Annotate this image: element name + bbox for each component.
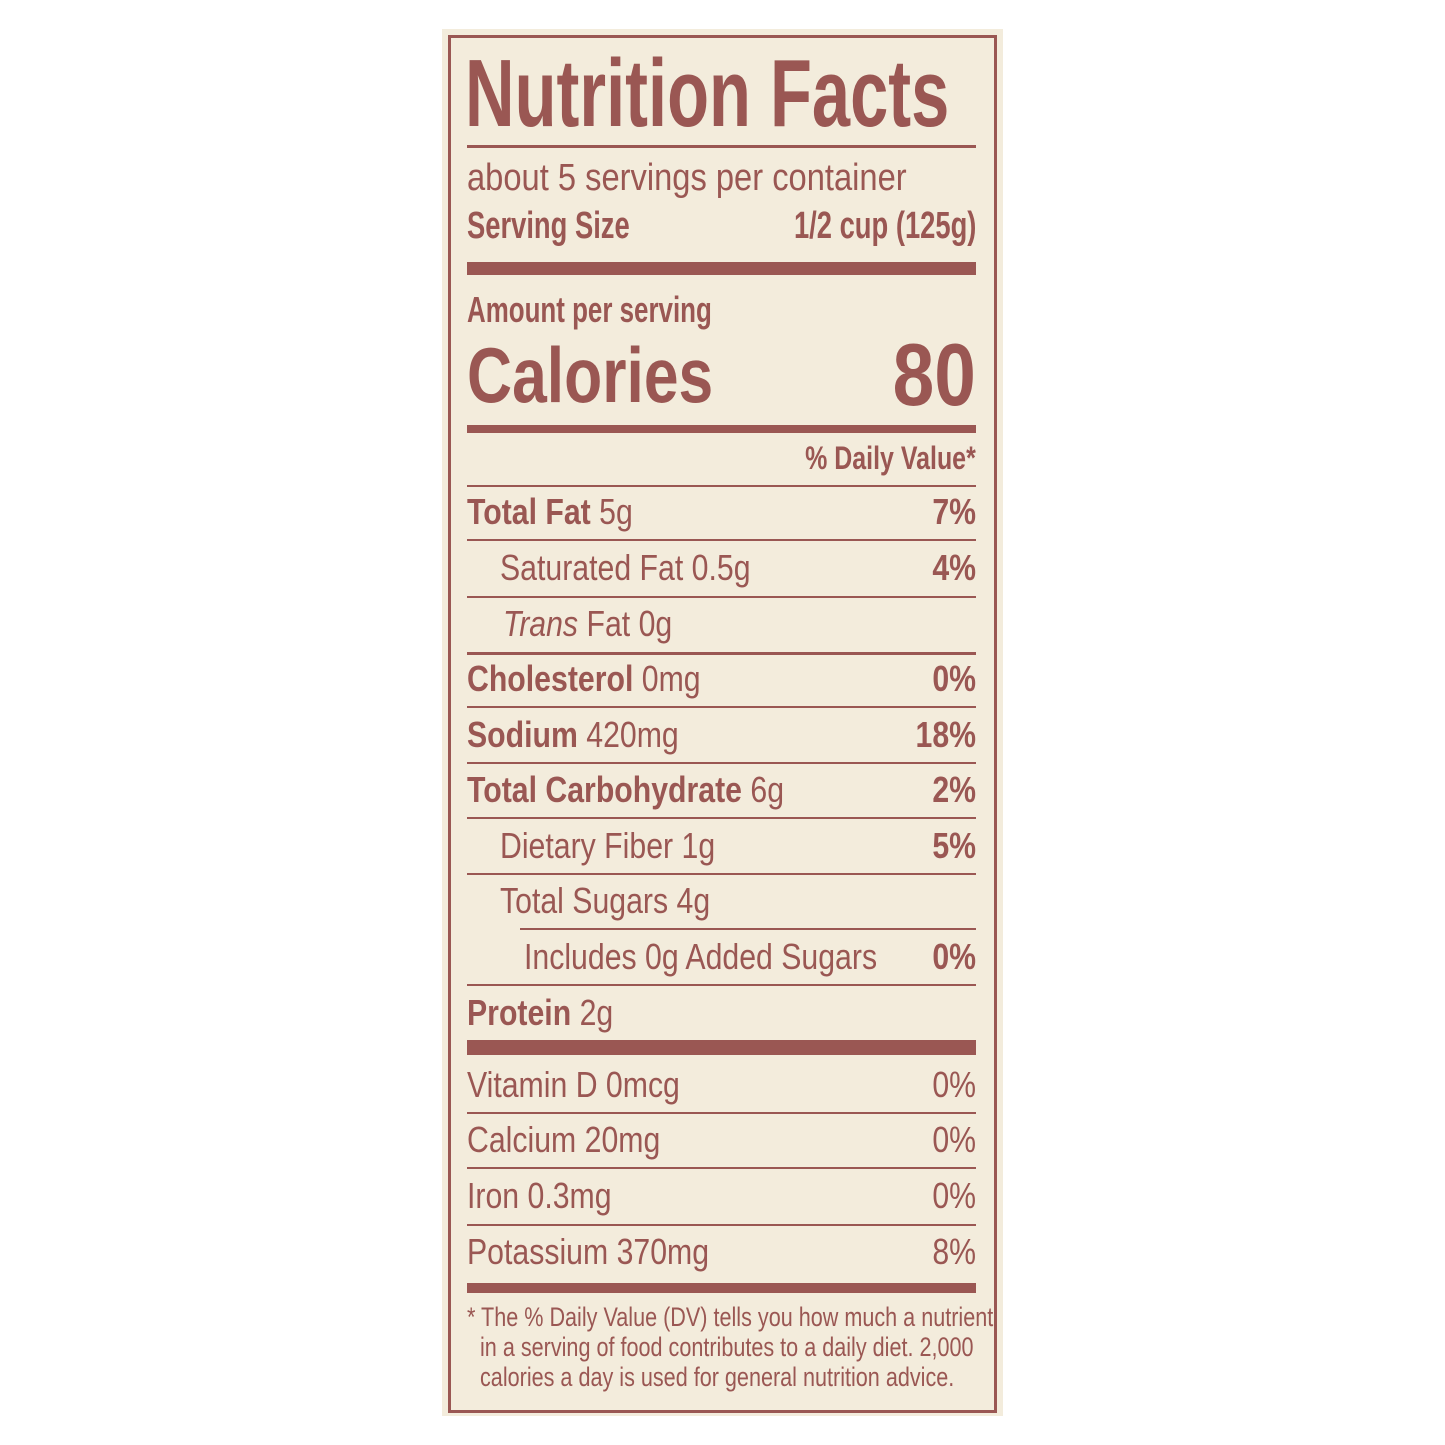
divider [467,873,976,875]
nutrient-label: Includes 0g Added Sugars [524,936,878,977]
dv-header: % Daily Value* [467,438,976,478]
vitamin-label: Vitamin D 0mcg [467,1064,680,1105]
nutrient-amount: 4g [676,880,711,921]
divider [467,817,976,819]
nutrient-amount: 0mg [641,658,701,699]
nutrient-label: Trans [503,603,579,644]
divider [467,539,976,541]
serving-size-row: Serving Size 1/2 cup (125g) [467,206,976,246]
amount-per-serving: Amount per serving [467,290,807,330]
divider [467,762,976,764]
nutrient-dv: 0% [932,658,976,699]
serving-size-label: Serving Size [467,205,630,247]
vitamin-dv: 0% [932,1119,976,1160]
nutrient-dv: 4% [932,547,976,588]
nutrient-row-total-carbohydrate: Total Carbohydrate 6g 2% [467,770,976,810]
nutrient-amount: 1g [681,825,716,866]
dv-header-text: % Daily Value* [805,440,976,476]
vitamin-label: Potassium 370mg [467,1231,710,1272]
label-border [448,35,997,1413]
nutrient-row-total-sugars: Total Sugars 4g [500,881,976,921]
nutrient-amount: 2g [579,992,614,1033]
nutrient-label-suffix: Fat [586,603,631,644]
nutrient-label: Cholesterol [467,658,634,699]
divider [520,928,976,930]
nutrient-label: Dietary Fiber [500,825,674,866]
nutrient-amount: 6g [750,769,785,810]
nutrient-label: Protein [467,992,572,1033]
divider [467,706,976,708]
medium-divider [467,1283,976,1293]
nutrient-label: Sodium [467,714,578,755]
calories-value: 80 [892,325,976,424]
nutrient-label: Saturated Fat [500,547,684,588]
amount-per-serving-text: Amount per serving [467,289,712,330]
nutrient-row-protein: Protein 2g [467,993,976,1033]
nutrient-row-cholesterol: Cholesterol 0mg 0% [467,659,976,699]
nutrient-amount: 0.5g [691,547,751,588]
divider [467,1224,976,1226]
nutrient-label: Total Sugars [500,880,669,921]
vitamin-row-iron: Iron 0.3mg 0% [467,1176,976,1216]
servings-text: about 5 servings per container [467,157,907,199]
vitamin-dv: 0% [932,1175,976,1216]
title-text: Nutrition Facts [465,40,950,147]
vitamin-row-calcium: Calcium 20mg 0% [467,1120,976,1160]
footnote-line: in a serving of food contributes to a da… [480,1332,974,1362]
nutrient-amount: 5g [599,491,633,532]
nutrient-label: Total Carbohydrate [467,769,742,810]
divider [467,1167,976,1169]
divider [467,652,976,655]
nutrient-row-total-fat: Total Fat 5g 7% [467,492,976,532]
vitamin-label: Calcium 20mg [467,1119,661,1160]
nutrient-dv: 2% [932,769,976,810]
nutrient-amount: 420mg [586,714,679,755]
nutrient-row-saturated-fat: Saturated Fat 0.5g 4% [500,548,976,588]
thick-divider [467,1040,976,1055]
nutrient-amount: 0g [638,603,673,644]
vitamin-dv: 8% [932,1231,976,1272]
nutrient-row-trans-fat: Trans Fat 0g [503,604,976,644]
divider [467,984,976,986]
footnote-line: * The % Daily Value (DV) tells you how m… [467,1302,994,1332]
vitamin-row-vitamin-d: Vitamin D 0mcg 0% [467,1065,976,1105]
nutrient-dv: 5% [932,825,976,866]
nutrient-row-sodium: Sodium 420mg 18% [467,715,976,755]
nutrient-dv: 0% [932,936,976,977]
nutrition-label-panel [442,29,1003,1416]
nutrient-label: Total Fat [467,491,591,532]
serving-size-value: 1/2 cup (125g) [793,205,976,247]
divider [467,485,976,487]
divider [467,145,976,148]
vitamin-label: Iron 0.3mg [467,1175,612,1216]
thick-divider [467,262,976,275]
label-title: Nutrition Facts [465,44,1142,144]
servings-per-container: about 5 servings per container [467,156,978,200]
divider [467,596,976,598]
divider [467,1112,976,1114]
calories-row: Calories 80 [467,330,976,420]
calories-label: Calories [467,331,714,419]
nutrient-row-dietary-fiber: Dietary Fiber 1g 5% [500,826,976,866]
nutrient-dv: 7% [932,491,976,532]
nutrient-dv: 18% [915,714,976,755]
nutrient-row-added-sugars: Includes 0g Added Sugars 0% [524,937,976,977]
vitamin-dv: 0% [932,1064,976,1105]
vitamin-row-potassium: Potassium 370mg 8% [467,1232,976,1272]
footnote: * The % Daily Value (DV) tells you how m… [467,1302,1125,1392]
medium-divider [467,425,976,433]
footnote-line: calories a day is used for general nutri… [480,1362,955,1392]
